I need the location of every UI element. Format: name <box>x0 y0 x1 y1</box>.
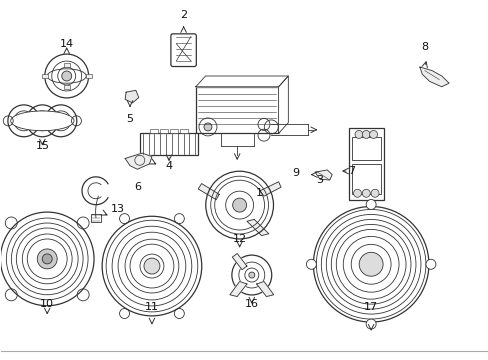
FancyBboxPatch shape <box>170 34 196 67</box>
Polygon shape <box>195 76 288 87</box>
Circle shape <box>362 189 369 197</box>
Circle shape <box>37 116 47 126</box>
Circle shape <box>19 116 29 126</box>
Polygon shape <box>198 184 219 200</box>
Circle shape <box>306 259 316 269</box>
Circle shape <box>56 116 66 126</box>
Bar <box>63 85 69 89</box>
Polygon shape <box>314 170 331 180</box>
Text: 1: 1 <box>255 188 262 198</box>
Text: 14: 14 <box>60 39 74 49</box>
Text: 2: 2 <box>180 10 187 20</box>
Circle shape <box>248 272 254 278</box>
Bar <box>170 129 178 133</box>
Bar <box>85 74 91 78</box>
Circle shape <box>353 189 361 197</box>
Bar <box>150 129 158 133</box>
Circle shape <box>370 189 378 197</box>
Text: 12: 12 <box>232 234 246 244</box>
Polygon shape <box>246 220 268 235</box>
Text: 9: 9 <box>291 168 299 178</box>
Bar <box>42 74 48 78</box>
Ellipse shape <box>47 69 86 83</box>
Text: 15: 15 <box>35 141 49 151</box>
Text: 7: 7 <box>347 166 354 176</box>
Polygon shape <box>125 90 139 103</box>
Polygon shape <box>232 253 246 270</box>
Text: 3: 3 <box>316 175 323 185</box>
Text: 17: 17 <box>364 302 377 312</box>
Circle shape <box>42 254 52 264</box>
Text: 11: 11 <box>144 302 159 312</box>
Circle shape <box>366 199 375 210</box>
Polygon shape <box>419 67 448 87</box>
Bar <box>180 129 187 133</box>
Circle shape <box>425 259 435 269</box>
Bar <box>195 87 278 134</box>
Text: 4: 4 <box>165 161 172 171</box>
Bar <box>348 128 383 200</box>
Bar <box>91 215 101 222</box>
Text: 13: 13 <box>111 204 124 214</box>
Circle shape <box>366 319 375 329</box>
Circle shape <box>61 71 72 81</box>
Polygon shape <box>229 282 246 297</box>
Circle shape <box>143 258 160 274</box>
Polygon shape <box>256 282 273 297</box>
Polygon shape <box>278 76 288 134</box>
Text: 16: 16 <box>244 300 258 310</box>
Circle shape <box>203 123 211 131</box>
Circle shape <box>232 198 246 212</box>
Polygon shape <box>260 182 281 196</box>
Ellipse shape <box>11 111 74 131</box>
Circle shape <box>359 252 382 276</box>
Bar <box>140 133 198 155</box>
Text: 10: 10 <box>40 299 54 309</box>
Circle shape <box>37 249 57 269</box>
Text: 8: 8 <box>420 42 427 52</box>
Bar <box>63 63 69 67</box>
Bar <box>351 137 380 160</box>
Circle shape <box>354 130 362 139</box>
Circle shape <box>369 130 377 139</box>
Bar <box>160 129 168 133</box>
Polygon shape <box>125 153 152 169</box>
Text: 6: 6 <box>134 182 141 192</box>
Text: 5: 5 <box>126 114 133 124</box>
Circle shape <box>362 130 369 139</box>
Bar <box>351 164 380 194</box>
